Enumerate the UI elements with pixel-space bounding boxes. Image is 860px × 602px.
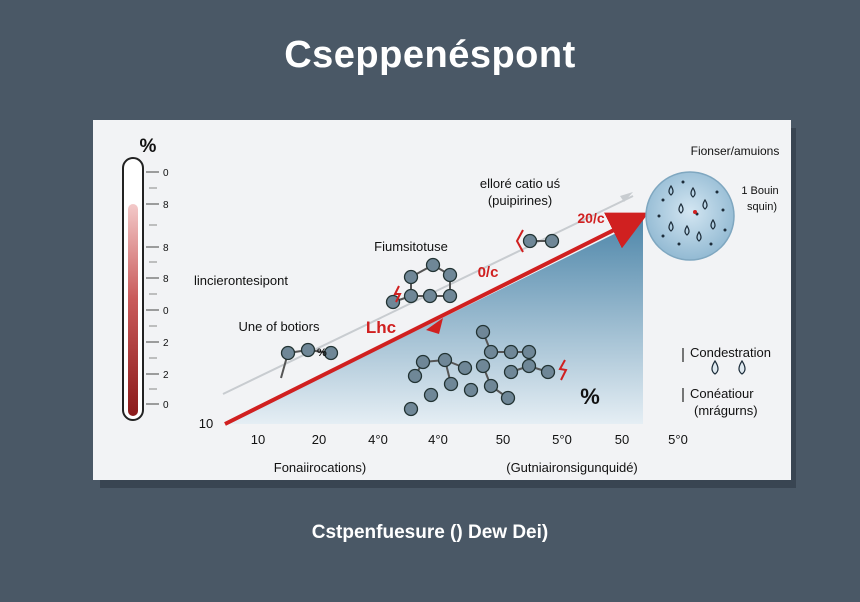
axis-tick-label: 4°0 (428, 432, 448, 447)
diagram-panel: % 0 8 8 8 (93, 120, 791, 480)
droplet-dots (657, 180, 727, 246)
left-label: lincierontesipont (194, 273, 288, 288)
molecule (300, 342, 316, 358)
molecule-group-small: % (280, 342, 339, 379)
droplets-side-label: 1 Bouin (741, 185, 778, 197)
molecule (442, 288, 458, 304)
molecules-small-label: Une of botiors (239, 319, 320, 334)
page-title: Cseppenéspont (284, 34, 576, 76)
molecule (522, 233, 538, 249)
arrow-top-label: 20/c (577, 210, 604, 226)
red-spark (515, 229, 524, 253)
molecule (475, 324, 491, 340)
droplet-icons (668, 184, 716, 242)
thermometer-tick-label: 2 (163, 370, 169, 381)
molecule (423, 387, 439, 403)
axis-tick-label: 20 (312, 432, 326, 447)
molecule (385, 294, 401, 310)
axis-tick-label: 50 (496, 432, 510, 447)
thermometer-tick-label: 0 (163, 306, 169, 317)
molecule-group-top (515, 229, 560, 253)
droplets-side-label: squin) (747, 201, 777, 213)
molecule-group-wedge (403, 324, 568, 417)
axis-tick-label: 5°0 (668, 432, 688, 447)
molecule (403, 401, 419, 417)
axis-label-right: (Gutniaironsigunquidé) (506, 460, 638, 475)
molecule (503, 364, 519, 380)
molecule (422, 288, 438, 304)
page-subtitle: Cstpenfuesure () Dew Dei) (311, 522, 549, 543)
molecule (403, 288, 419, 304)
legend-bottom-label: (mrágurns) (694, 403, 758, 418)
legend-bottom-label: Conéatiour (690, 386, 754, 401)
axis-ticks: 10 20 4°0 4°0 50 5°0 50 5°0 (251, 432, 688, 447)
thermometer-ticks (146, 171, 159, 405)
axis-tick-label: 4°0 (368, 432, 388, 447)
molecule-group-cluster (385, 257, 458, 310)
molecule (442, 267, 458, 283)
axis-label-left: Fonaiirocations) (274, 460, 367, 475)
axis-start-label: 10 (199, 416, 213, 431)
legend-top-label: Condestration (690, 345, 771, 360)
main-arrow (224, 212, 649, 426)
thermometer-tick-label: 8 (163, 200, 169, 211)
ellore-label: elloré catio uś (480, 176, 561, 191)
thermometer-tick-label: 2 (163, 338, 169, 349)
condensation-droplet-icon (711, 359, 719, 375)
thermometer-tick-label: 8 (163, 243, 169, 254)
droplets-title: Fionser/amuions (691, 144, 780, 158)
molecule (521, 344, 537, 360)
thermometer-tick-label: 0 (163, 168, 169, 179)
thermometer-tick-label: 8 (163, 274, 169, 285)
red-spark (393, 285, 402, 303)
arrow-main-label: Lhc (366, 318, 396, 337)
molecule (403, 269, 419, 285)
thermometer-unit: % (140, 136, 157, 157)
percent-label: % (580, 384, 600, 409)
red-spark (558, 359, 568, 381)
molecule (483, 344, 499, 360)
molecule (475, 358, 491, 374)
droplet-circle (645, 171, 735, 261)
condensation-droplet-icon (738, 359, 746, 375)
molecule (443, 376, 459, 392)
ellore-label: (puipirines) (488, 193, 552, 208)
diagram-svg: % 0 8 8 8 (122, 136, 780, 475)
mid-arrowhead (426, 318, 443, 334)
molecule (503, 344, 519, 360)
molecule (540, 364, 556, 380)
molecule (544, 233, 560, 249)
arrow-percent-label: 0/c (478, 264, 499, 281)
thermometer-tick-label: 0 (163, 400, 169, 411)
molecule (323, 345, 339, 361)
guide-arrowhead (620, 192, 633, 202)
cluster-label: Fiumsitotuse (374, 239, 448, 254)
thermometer: % 0 8 8 8 (122, 136, 169, 421)
molecule (425, 257, 441, 273)
red-dot (693, 210, 697, 214)
molecule (463, 382, 479, 398)
axis-tick-label: 5°0 (552, 432, 572, 447)
axis-tick-label: 50 (615, 432, 629, 447)
molecule (415, 354, 431, 370)
molecule (483, 378, 499, 394)
thermometer-fill (128, 204, 138, 416)
molecule (521, 358, 537, 374)
molecule (457, 360, 473, 376)
axis-tick-label: 10 (251, 432, 265, 447)
molecule (437, 352, 453, 368)
molecule (500, 390, 516, 406)
molecule (407, 368, 423, 384)
legend (682, 348, 746, 402)
small-percent-mark: % (317, 347, 327, 359)
molecule (280, 345, 296, 361)
